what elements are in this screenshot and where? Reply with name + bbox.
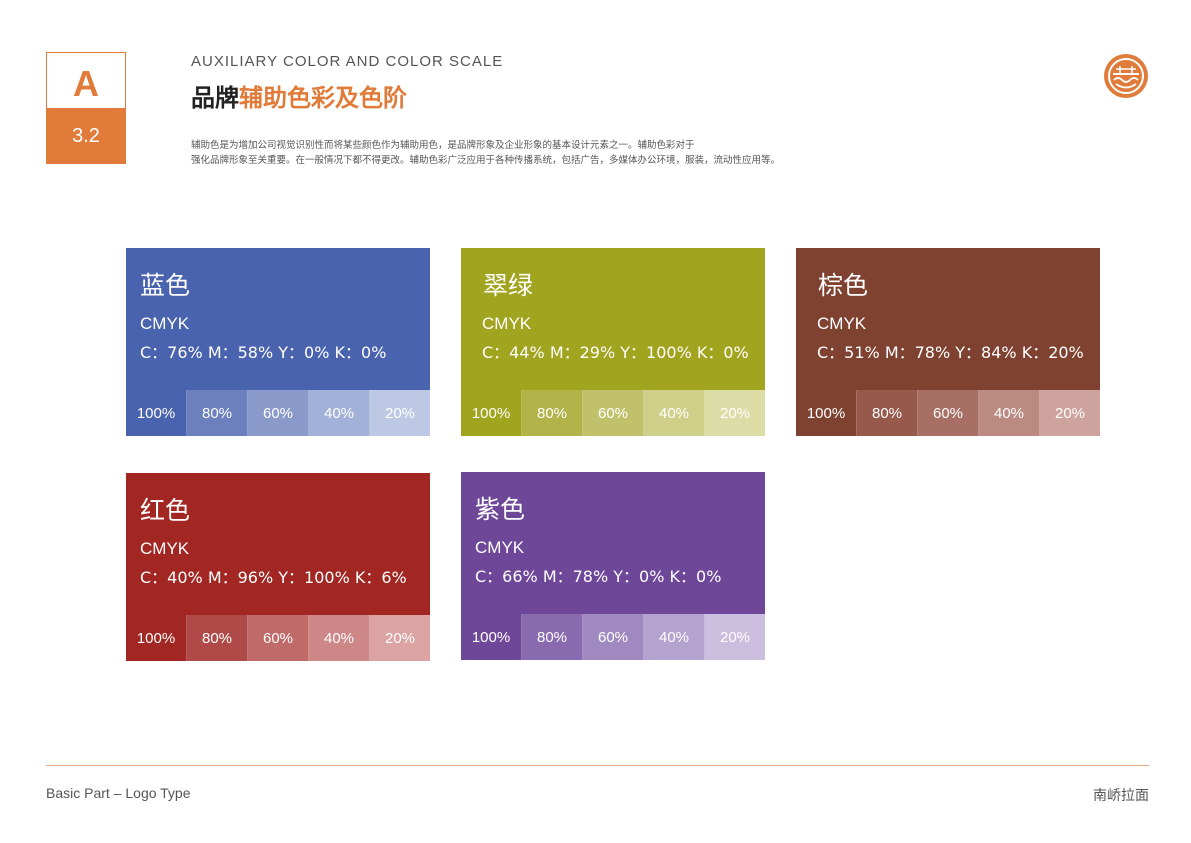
- color-card-purple: 紫色 CMYK C：66% M：78% Y：0% K：0% 100% 80% 6…: [461, 472, 765, 660]
- scale-swatch-20: 20%: [705, 390, 765, 436]
- color-scale: 100% 80% 60% 40% 20%: [461, 390, 765, 436]
- scale-swatch-100: 100%: [796, 390, 857, 436]
- cmyk-value: C：51% M：78% Y：84% K：20%: [817, 343, 1084, 362]
- title-prefix: 品牌: [191, 84, 239, 112]
- color-card-green: 翠绿 CMYK C：44% M：29% Y：100% K：0% 100% 80%…: [461, 248, 765, 436]
- description-line: 辅助色是为增加公司视觉识别性而将某些颜色作为辅助用色，是品牌形象及企业形象的基本…: [191, 140, 695, 151]
- scale-swatch-80: 80%: [857, 390, 918, 436]
- color-main: [126, 248, 430, 390]
- scale-swatch-60: 60%: [583, 614, 644, 660]
- cmyk-label: CMYK: [140, 539, 190, 558]
- cmyk-label: CMYK: [475, 538, 525, 557]
- color-name: 翠绿: [483, 271, 534, 300]
- color-card-brown: 棕色 CMYK C：51% M：78% Y：84% K：20% 100% 80%…: [796, 248, 1100, 436]
- color-name: 红色: [140, 496, 191, 525]
- scale-swatch-100: 100%: [126, 615, 187, 661]
- section-badge: A 3.2: [46, 52, 126, 164]
- scale-swatch-60: 60%: [918, 390, 979, 436]
- color-main: [796, 248, 1100, 390]
- scale-swatch-40: 40%: [644, 390, 705, 436]
- scale-swatch-60: 60%: [583, 390, 644, 436]
- cmyk-value: C：44% M：29% Y：100% K：0%: [482, 343, 749, 362]
- section-number: 3.2: [46, 108, 126, 164]
- color-card-red: 红色 CMYK C：40% M：96% Y：100% K：6% 100% 80%…: [126, 473, 430, 661]
- cmyk-value: C：76% M：58% Y：0% K：0%: [140, 343, 387, 362]
- scale-swatch-80: 80%: [187, 615, 248, 661]
- brand-logo-icon: [1104, 54, 1148, 98]
- page-description: 辅助色是为增加公司视觉识别性而将某些颜色作为辅助用色，是品牌形象及企业形象的基本…: [191, 138, 831, 168]
- scale-swatch-100: 100%: [126, 390, 187, 436]
- cmyk-label: CMYK: [482, 314, 532, 333]
- scale-swatch-40: 40%: [309, 390, 370, 436]
- scale-swatch-100: 100%: [461, 614, 522, 660]
- scale-swatch-20: 20%: [370, 390, 430, 436]
- title-highlight: 辅助色彩及色阶: [239, 84, 407, 112]
- color-name: 棕色: [818, 271, 869, 300]
- cmyk-value: C：40% M：96% Y：100% K：6%: [140, 568, 407, 587]
- color-name: 紫色: [475, 495, 526, 524]
- cmyk-label: CMYK: [817, 314, 867, 333]
- color-scale: 100% 80% 60% 40% 20%: [461, 614, 765, 660]
- scale-swatch-80: 80%: [522, 614, 583, 660]
- scale-swatch-40: 40%: [644, 614, 705, 660]
- cmyk-label: CMYK: [140, 314, 190, 333]
- color-main: [461, 248, 765, 390]
- color-main: [461, 472, 765, 614]
- page-subtitle: AUXILIARY COLOR AND COLOR SCALE: [191, 53, 504, 70]
- color-scale: 100% 80% 60% 40% 20%: [796, 390, 1100, 436]
- color-main: [126, 473, 430, 615]
- section-letter: A: [73, 63, 99, 104]
- footer-divider: [46, 765, 1149, 766]
- color-card-blue: 蓝色 CMYK C：76% M：58% Y：0% K：0% 100% 80% 6…: [126, 248, 430, 436]
- footer-section-label: Basic Part – Logo Type: [46, 785, 191, 801]
- description-line: 强化品牌形象至关重要。在一般情况下都不得更改。辅助色彩广泛应用于各种传播系统，包…: [191, 155, 781, 166]
- scale-swatch-20: 20%: [1040, 390, 1100, 436]
- scale-swatch-40: 40%: [309, 615, 370, 661]
- scale-swatch-60: 60%: [248, 615, 309, 661]
- cmyk-value: C：66% M：78% Y：0% K：0%: [475, 567, 722, 586]
- color-name: 蓝色: [140, 271, 191, 300]
- footer-brand-name: 南峤拉面: [1093, 788, 1149, 804]
- scale-swatch-80: 80%: [187, 390, 248, 436]
- scale-swatch-100: 100%: [461, 390, 522, 436]
- scale-swatch-40: 40%: [979, 390, 1040, 436]
- scale-swatch-20: 20%: [705, 614, 765, 660]
- color-scale: 100% 80% 60% 40% 20%: [126, 390, 430, 436]
- page-title: 品牌辅助色彩及色阶: [191, 78, 407, 113]
- color-scale: 100% 80% 60% 40% 20%: [126, 615, 430, 661]
- scale-swatch-80: 80%: [522, 390, 583, 436]
- scale-swatch-20: 20%: [370, 615, 430, 661]
- scale-swatch-60: 60%: [248, 390, 309, 436]
